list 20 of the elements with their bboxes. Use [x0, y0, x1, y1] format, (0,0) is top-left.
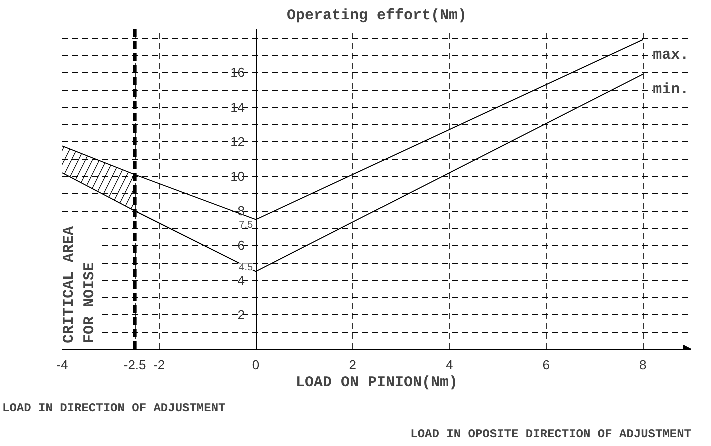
text: LOAD IN DIRECTION OF ADJUSTMENT: [2, 402, 226, 416]
y-tick-label: 6: [238, 238, 246, 254]
y-tick-label: 4: [238, 272, 246, 288]
series-label: max.: [653, 46, 690, 64]
series-label: min.: [653, 81, 690, 98]
annotation: 7.5: [239, 220, 254, 231]
x-tick-label: 4: [446, 358, 454, 372]
x-tick-label: 6: [542, 358, 550, 372]
x-tick-label: -4: [56, 358, 68, 372]
x-axis-title: LOAD ON PINION(Nm): [296, 374, 458, 392]
x-tick-label: 2: [349, 358, 356, 372]
y-axis-title: Operating effort(Nm): [286, 8, 468, 24]
x-tick-label: 8: [640, 358, 647, 372]
x-tick-label: -2.5: [124, 358, 146, 372]
x-tick-label: 0: [252, 358, 260, 372]
y-tick-label: 2: [238, 307, 246, 322]
annotation: CRITICAL AREA FOR NOISE: [61, 226, 98, 344]
annotation: 4.5: [239, 262, 254, 274]
text: LOAD IN OPOSITE DIRECTION OF ADJUSTMENT: [410, 428, 692, 442]
x-tick-label: -2: [153, 358, 166, 372]
